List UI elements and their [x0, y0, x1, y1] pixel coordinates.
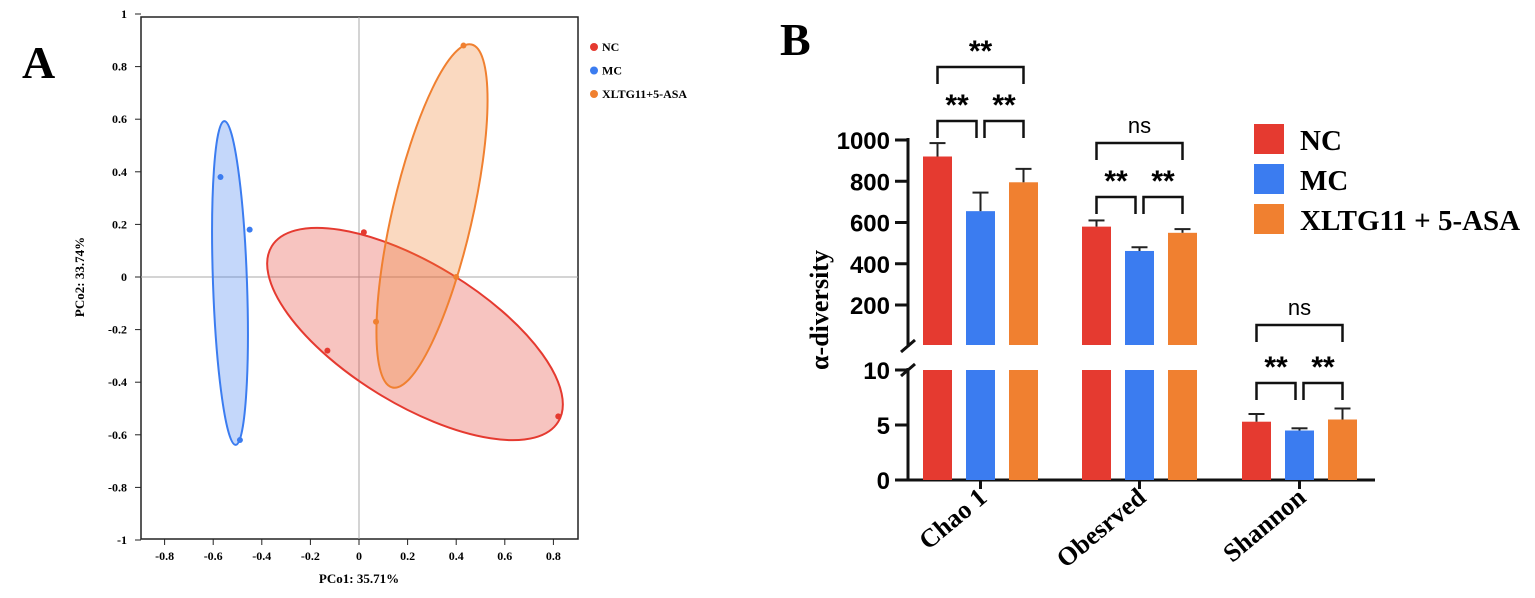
- legend-label: XLTG11+5-ASA: [602, 87, 687, 101]
- significance-bracket: [1255, 381, 1297, 400]
- significance-label: **: [992, 89, 1016, 122]
- data-point: [555, 413, 562, 420]
- y-tick-label: 400: [850, 252, 890, 279]
- y-axis-label: α-diversity: [805, 250, 834, 370]
- axis-break-mark: [900, 338, 916, 354]
- data-point: [460, 42, 467, 49]
- significance-bracket: [1095, 195, 1137, 214]
- significance-label: **: [1264, 351, 1288, 384]
- y-tick-label: 200: [850, 293, 890, 320]
- y-tick-label: 1: [121, 7, 127, 21]
- bar-lower: [923, 370, 952, 480]
- significance-label: **: [969, 35, 993, 68]
- y-tick-label: 5: [877, 413, 890, 440]
- x-axis-label: PCo1: 35.71%: [319, 571, 399, 586]
- bar-lower: [1168, 370, 1197, 480]
- data-point: [360, 229, 367, 236]
- y-tick-label: 0.2: [112, 217, 127, 231]
- y-tick-label: 0: [877, 468, 890, 495]
- data-point: [324, 347, 331, 354]
- data-point: [236, 437, 243, 444]
- y-tick-label: -0.6: [108, 428, 127, 442]
- significance-bracket: [1142, 195, 1184, 214]
- bar-upper: [1168, 232, 1197, 345]
- significance-bracket: [983, 119, 1025, 138]
- bar-lower: [966, 370, 995, 480]
- legend-label: MC: [1300, 165, 1348, 197]
- confidence-ellipse-mc: [211, 120, 249, 446]
- significance-bracket: [936, 65, 1025, 84]
- legend-marker: [590, 66, 598, 75]
- bar: [1328, 419, 1357, 480]
- x-tick-label: -0.2: [301, 549, 320, 563]
- legend-swatch: [1254, 164, 1284, 194]
- significance-label: **: [1311, 351, 1335, 384]
- y-axis-label: PCo2: 33.74%: [72, 237, 87, 317]
- confidence-ellipse-nc: [266, 226, 564, 442]
- legend-label: XLTG11 + 5-ASA: [1300, 205, 1520, 237]
- y-tick-label: 1000: [837, 128, 890, 155]
- x-tick-label: 0.8: [546, 549, 561, 563]
- bar-upper: [966, 211, 995, 345]
- significance-bracket: [1095, 141, 1184, 160]
- y-tick-label: -1: [117, 533, 127, 547]
- bar-upper: [1125, 250, 1154, 345]
- bar-upper: [1082, 226, 1111, 345]
- legend-label: NC: [602, 40, 619, 54]
- y-tick-label: 0.6: [112, 112, 127, 126]
- x-tick-label: 0.6: [497, 549, 512, 563]
- legend-swatch: [1254, 124, 1284, 154]
- significance-label: **: [1104, 165, 1128, 198]
- y-tick-label: 0.8: [112, 60, 127, 74]
- data-point: [217, 174, 224, 181]
- significance-label: ns: [1128, 113, 1151, 138]
- x-tick-label: Shannon: [1217, 482, 1311, 568]
- x-tick-label: Obesrved: [1051, 482, 1152, 573]
- significance-label: ns: [1288, 295, 1311, 320]
- bar: [1242, 421, 1271, 480]
- x-tick-label: 0: [356, 549, 362, 563]
- bar-lower: [1125, 370, 1154, 480]
- legend-swatch: [1254, 204, 1284, 234]
- bar-lower: [1009, 370, 1038, 480]
- data-point: [246, 226, 253, 233]
- significance-label: **: [1151, 165, 1175, 198]
- x-tick-label: -0.8: [155, 549, 174, 563]
- y-tick-label: -0.2: [108, 323, 127, 337]
- bar-upper: [1009, 182, 1038, 345]
- panel-label-b: B: [780, 14, 811, 65]
- confidence-ellipse-xltg11-5-asa: [375, 43, 489, 389]
- significance-bracket: [1302, 381, 1344, 400]
- y-tick-label: 0: [121, 270, 127, 284]
- data-point: [453, 274, 460, 280]
- bar: [1285, 430, 1314, 480]
- x-tick-label: -0.4: [252, 549, 271, 563]
- legend-label: NC: [1300, 125, 1342, 157]
- legend-marker: [590, 90, 598, 98]
- panel-label-a: A: [22, 37, 55, 88]
- x-tick-label: Chao 1: [913, 482, 992, 555]
- y-tick-label: -0.4: [108, 375, 127, 389]
- significance-label: **: [945, 89, 969, 122]
- y-tick-label: 10: [863, 358, 890, 385]
- y-tick-label: 600: [850, 211, 890, 238]
- y-tick-label: 800: [850, 169, 890, 196]
- legend-marker: [590, 43, 598, 51]
- y-tick-label: 0.4: [112, 165, 127, 179]
- y-tick-label: -0.8: [108, 480, 127, 494]
- bar-upper: [923, 156, 952, 345]
- legend-label: MC: [602, 64, 622, 78]
- x-tick-label: -0.6: [204, 549, 223, 563]
- x-tick-label: 0.4: [449, 549, 464, 563]
- bar-lower: [1082, 370, 1111, 480]
- data-point: [373, 318, 380, 325]
- significance-bracket: [936, 119, 978, 138]
- significance-bracket: [1255, 323, 1344, 342]
- x-tick-label: 0.2: [400, 549, 415, 563]
